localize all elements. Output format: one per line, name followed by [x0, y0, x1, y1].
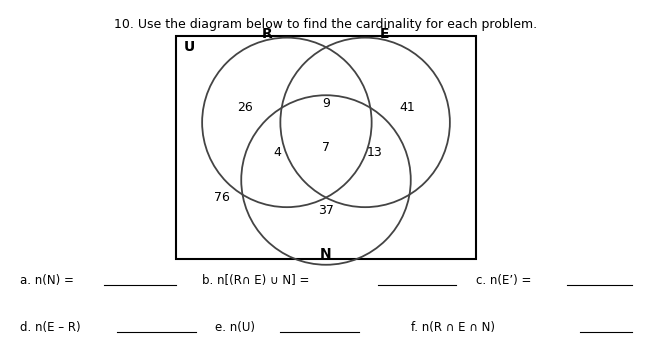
Text: E: E	[380, 27, 389, 41]
Text: U: U	[184, 40, 195, 54]
Text: 41: 41	[400, 102, 415, 114]
Text: 10. Use the diagram below to find the cardinality for each problem.: 10. Use the diagram below to find the ca…	[115, 18, 537, 31]
Text: 26: 26	[237, 102, 252, 114]
Text: b. n[(R∩ E) ∪ N] =: b. n[(R∩ E) ∪ N] =	[202, 274, 310, 287]
Text: a. n(N) =: a. n(N) =	[20, 274, 74, 287]
Text: 9: 9	[322, 97, 330, 110]
Text: c. n(E’) =: c. n(E’) =	[476, 274, 531, 287]
Text: 7: 7	[322, 141, 330, 154]
Text: 4: 4	[273, 147, 281, 159]
Text: e. n(U): e. n(U)	[215, 321, 255, 334]
Text: 37: 37	[318, 204, 334, 217]
Text: 13: 13	[367, 147, 383, 159]
Text: d. n(E – R): d. n(E – R)	[20, 321, 80, 334]
Text: 76: 76	[214, 192, 230, 204]
Text: R: R	[262, 27, 273, 41]
Text: N: N	[320, 247, 332, 261]
Text: f. n(R ∩ E ∩ N): f. n(R ∩ E ∩ N)	[411, 321, 495, 334]
Bar	[176, 36, 476, 259]
